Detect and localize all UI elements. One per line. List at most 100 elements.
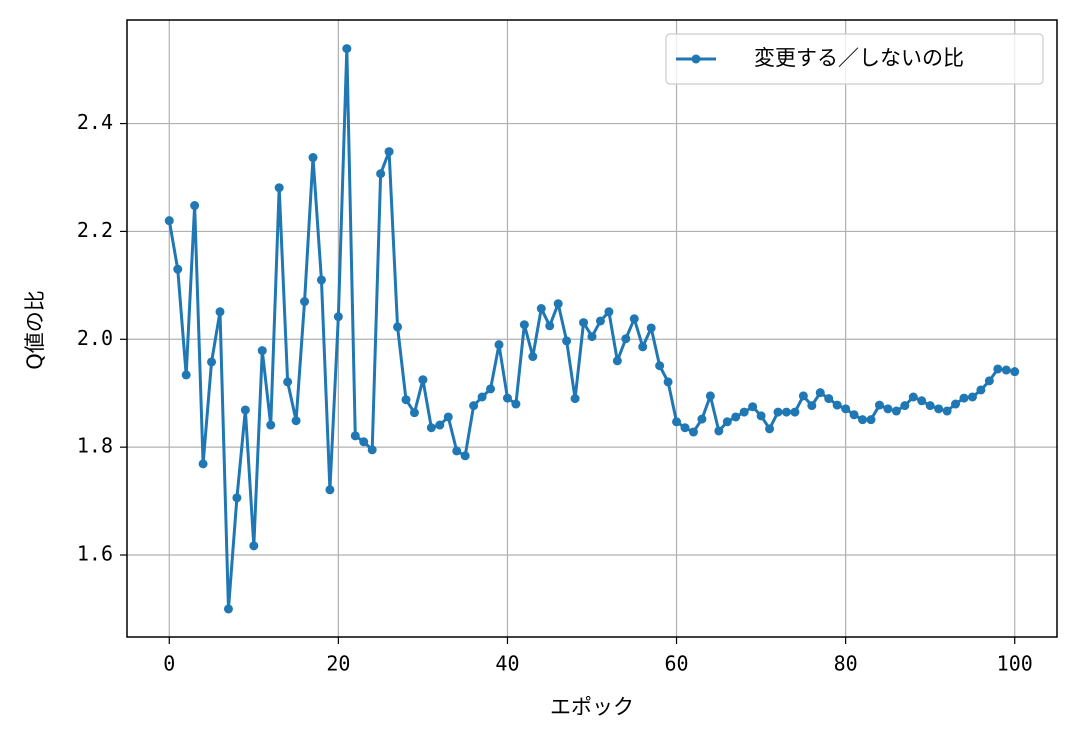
data-point xyxy=(951,399,961,409)
data-point xyxy=(486,384,496,394)
data-point xyxy=(815,388,825,398)
data-point xyxy=(257,346,267,356)
data-point xyxy=(232,493,242,503)
data-point xyxy=(604,307,614,317)
data-point xyxy=(976,385,986,395)
data-point xyxy=(198,459,208,469)
data-point xyxy=(164,216,174,226)
data-point xyxy=(452,446,462,456)
data-point xyxy=(190,201,200,211)
data-point xyxy=(612,356,622,366)
y-tick-label: 2.0 xyxy=(77,326,113,350)
data-point xyxy=(359,437,369,447)
x-tick-label: 20 xyxy=(326,652,350,676)
data-point xyxy=(891,406,901,416)
data-point xyxy=(283,377,293,387)
data-point xyxy=(300,297,310,307)
data-point xyxy=(1001,365,1011,375)
data-point xyxy=(325,485,335,495)
data-point xyxy=(333,312,343,322)
data-point xyxy=(908,392,918,402)
data-point xyxy=(511,399,521,409)
data-point xyxy=(655,361,665,371)
data-point xyxy=(638,342,648,352)
data-point xyxy=(722,417,732,427)
data-point xyxy=(477,392,487,402)
data-point xyxy=(672,417,682,427)
legend-marker xyxy=(691,54,701,64)
data-point xyxy=(401,395,411,405)
data-point xyxy=(959,393,969,403)
data-point xyxy=(291,416,301,426)
data-point xyxy=(731,412,741,422)
data-point xyxy=(942,406,952,416)
data-point xyxy=(393,322,403,332)
axes-frame xyxy=(126,19,1058,638)
data-point xyxy=(993,364,1003,374)
data-point xyxy=(502,393,512,403)
data-point xyxy=(223,604,233,614)
y-tick-label: 2.2 xyxy=(77,218,113,242)
data-point xyxy=(536,304,546,314)
data-point xyxy=(621,334,631,344)
data-point xyxy=(240,405,250,415)
data-point xyxy=(781,407,791,417)
data-point xyxy=(925,401,935,411)
data-point xyxy=(173,264,183,274)
data-point xyxy=(680,423,690,433)
data-point xyxy=(866,415,876,425)
x-tick-label: 80 xyxy=(834,652,858,676)
data-point xyxy=(705,391,715,401)
data-point xyxy=(1010,367,1020,377)
data-point xyxy=(409,408,419,418)
data-point xyxy=(697,414,707,424)
data-point xyxy=(900,401,910,411)
data-point xyxy=(367,445,377,455)
data-point xyxy=(376,169,386,179)
legend-label: 変更する／しないの比 xyxy=(754,46,964,70)
data-point xyxy=(688,427,698,437)
data-point xyxy=(967,392,977,402)
data-point xyxy=(646,323,656,333)
data-point xyxy=(765,424,775,434)
data-point xyxy=(249,541,259,551)
legend-box xyxy=(665,33,1044,85)
data-point xyxy=(570,394,580,404)
data-point xyxy=(756,411,766,421)
data-point xyxy=(494,340,504,350)
x-tick-label: 40 xyxy=(495,652,519,676)
y-tick-label: 2.4 xyxy=(77,110,113,134)
y-tick-label: 1.6 xyxy=(77,542,113,566)
y-tick-label: 1.8 xyxy=(77,434,113,458)
data-point xyxy=(553,299,563,309)
data-point xyxy=(342,44,352,54)
data-point xyxy=(748,402,758,412)
x-tick-label: 0 xyxy=(163,652,175,676)
data-point xyxy=(849,410,859,420)
data-point xyxy=(824,394,834,404)
data-point xyxy=(587,332,597,342)
data-point xyxy=(807,401,817,411)
data-point xyxy=(739,407,749,417)
data-point xyxy=(519,320,529,330)
data-point xyxy=(917,396,927,406)
data-point xyxy=(435,420,445,430)
data-point xyxy=(714,426,724,436)
data-point xyxy=(934,404,944,414)
data-point xyxy=(384,147,394,157)
data-point xyxy=(469,401,479,411)
x-tick-label: 60 xyxy=(664,652,688,676)
data-point xyxy=(418,375,428,385)
data-point xyxy=(266,420,276,430)
data-point xyxy=(883,404,893,414)
data-point xyxy=(562,336,572,346)
data-point xyxy=(316,275,326,285)
data-point xyxy=(579,318,589,328)
plot xyxy=(164,44,1020,614)
data-point xyxy=(858,415,868,425)
data-point xyxy=(443,412,453,422)
data-point xyxy=(274,183,284,193)
